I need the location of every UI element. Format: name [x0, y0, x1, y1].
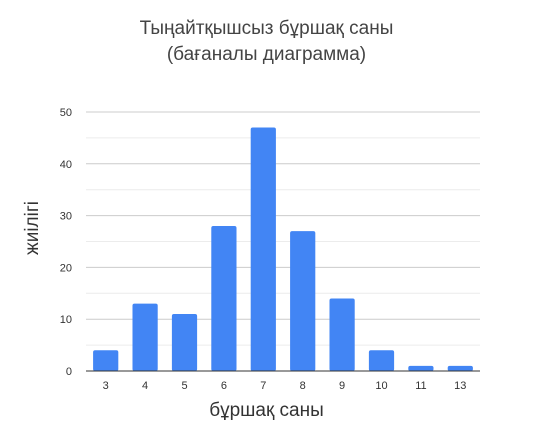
x-tick-label: 10 — [375, 380, 387, 392]
x-axis-label: бұршақ саны — [209, 400, 324, 421]
bar-3 — [93, 350, 119, 371]
x-tick-label: 3 — [103, 380, 109, 392]
x-tick-label: 8 — [300, 380, 306, 392]
bar-7 — [250, 127, 276, 371]
x-tick-label: 11 — [415, 380, 426, 392]
bar-13 — [447, 365, 473, 371]
bar-5 — [171, 314, 198, 371]
x-tick-label: 9 — [339, 380, 345, 392]
bar-10 — [368, 350, 395, 371]
bar-9 — [329, 298, 355, 371]
y-tick-label: 0 — [66, 366, 72, 378]
y-tick-label: 20 — [60, 262, 72, 274]
bar-6 — [211, 225, 237, 371]
chart-title-line2: (бағаналы диаграмма) — [166, 44, 367, 65]
x-tick-label: 7 — [260, 380, 266, 392]
x-tick-label: 6 — [221, 380, 227, 392]
x-tick-label: 13 — [454, 380, 466, 392]
y-tick-label: 30 — [60, 211, 72, 223]
y-tick-label: 40 — [60, 159, 72, 171]
y-tick-label: 50 — [60, 107, 72, 119]
bar-8 — [290, 231, 316, 371]
bar-11 — [408, 365, 434, 371]
x-tick-label: 4 — [142, 380, 148, 392]
chart-title-line1: Тыңайтқышсыз бұршақ саны — [139, 18, 394, 39]
y-tick-label: 10 — [60, 314, 72, 326]
bar-4 — [132, 303, 158, 371]
x-tick-label: 5 — [181, 380, 187, 392]
